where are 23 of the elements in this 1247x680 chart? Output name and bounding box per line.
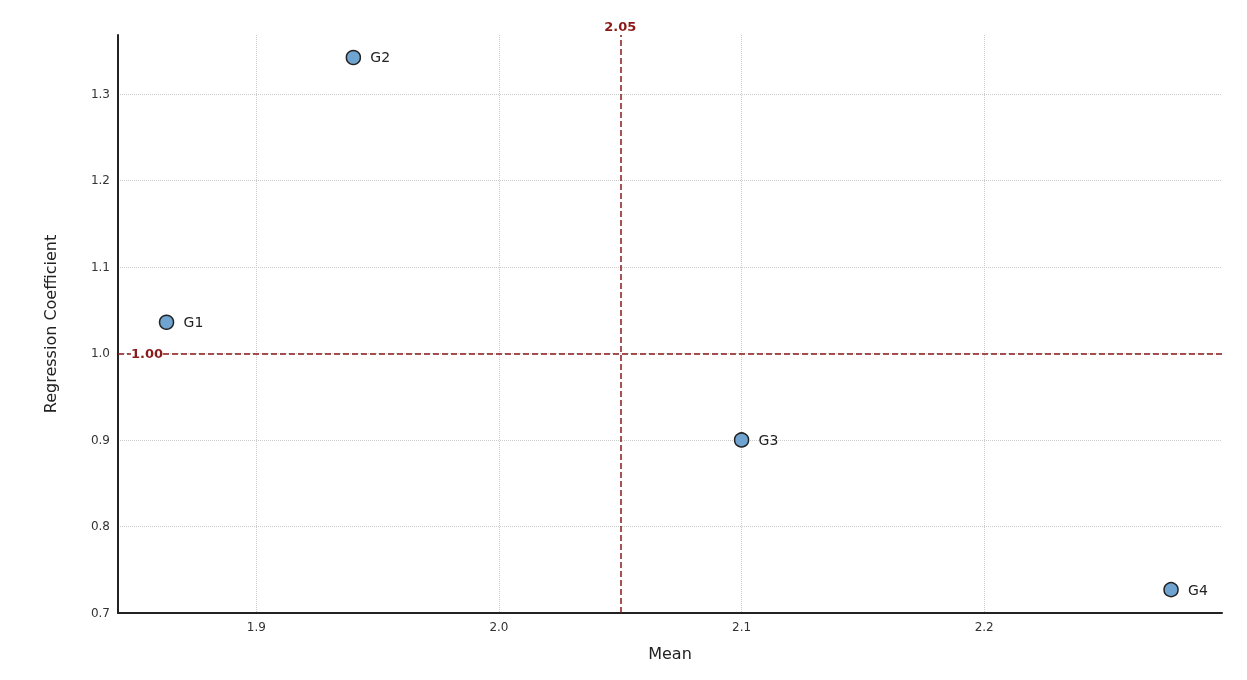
x-tick-label: 2.1 bbox=[732, 620, 752, 634]
y-tick-label: 0.9 bbox=[90, 432, 110, 447]
annotation: G1 bbox=[183, 314, 204, 331]
annotation: G3 bbox=[758, 431, 779, 448]
annotation: G2 bbox=[370, 49, 391, 66]
y-tick-label: 1.2 bbox=[90, 173, 110, 188]
y-axis-title: Regression Coefficient bbox=[40, 234, 60, 414]
point bbox=[1163, 581, 1179, 598]
point bbox=[733, 432, 750, 448]
ref-line-label: 1.00 bbox=[130, 345, 163, 361]
y-tick-label: 1.1 bbox=[90, 259, 110, 274]
x-axis-title: Mean bbox=[648, 643, 692, 663]
y-tick-label: 0.7 bbox=[90, 606, 110, 620]
x-tick-label: 1.9 bbox=[246, 620, 266, 634]
y-tick-label: 1.0 bbox=[90, 346, 110, 361]
y-tick-label: 0.8 bbox=[90, 519, 110, 534]
point bbox=[345, 49, 362, 66]
y-tick-label: 1.3 bbox=[90, 86, 110, 101]
point bbox=[158, 314, 175, 331]
x-tick-label: 2.0 bbox=[489, 620, 509, 634]
ref-line-label: 2.05 bbox=[604, 19, 637, 34]
x-tick-label: 2.2 bbox=[974, 620, 994, 634]
annotation: G4 bbox=[1188, 581, 1208, 598]
